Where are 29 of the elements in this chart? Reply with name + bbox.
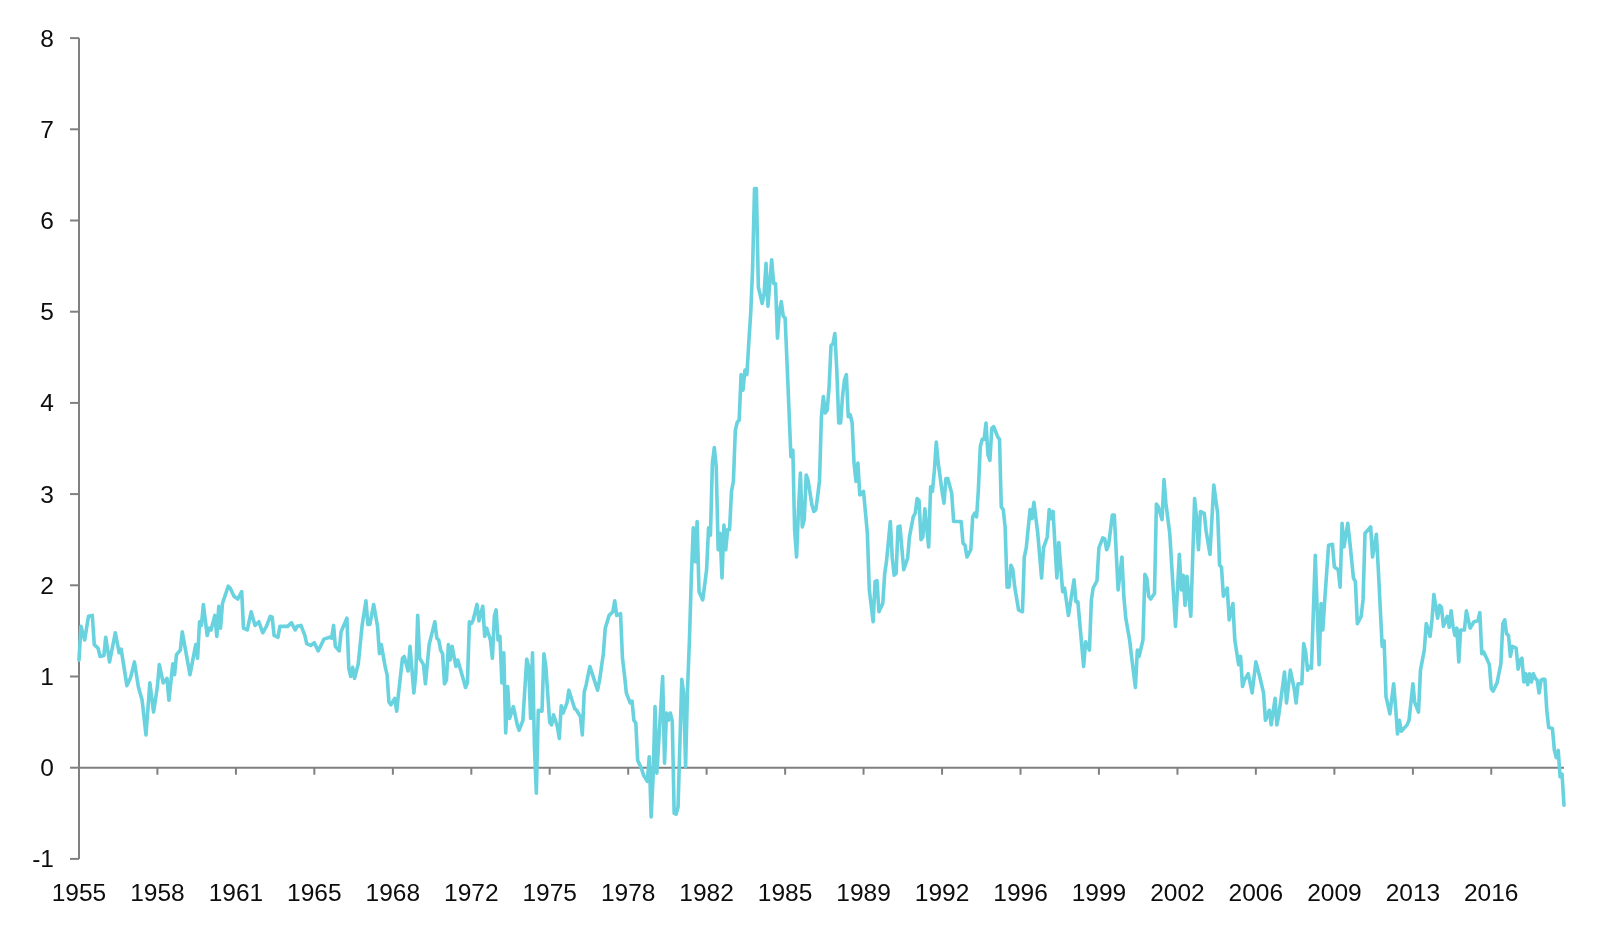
y-tick-label: -1	[32, 845, 54, 873]
x-tick-label: 1992	[914, 879, 970, 907]
x-tick-label: 1965	[287, 879, 342, 907]
x-tick-label: 1972	[444, 879, 499, 907]
y-tick-label: 6	[40, 207, 54, 235]
y-tick-label: 5	[40, 298, 54, 326]
x-tick-label: 2006	[1228, 879, 1284, 907]
x-tick-label: 1989	[836, 879, 891, 907]
y-tick-label: 3	[40, 480, 54, 508]
x-tick-label: 1982	[679, 879, 734, 907]
x-tick-label: 1958	[130, 879, 185, 907]
y-tick-label: 1	[40, 663, 54, 691]
x-tick-label: 2009	[1307, 879, 1362, 907]
x-tick-label: 1961	[208, 879, 264, 907]
x-tick-label: 1955	[51, 879, 107, 907]
x-tick-label: 1968	[365, 879, 421, 907]
x-tick-label: 1999	[1071, 879, 1127, 907]
y-tick-label: 0	[40, 754, 54, 782]
x-tick-label: 2013	[1385, 879, 1441, 907]
x-tick-label: 1975	[522, 879, 577, 907]
x-tick-label: 1978	[600, 879, 656, 907]
y-tick-label: 7	[40, 115, 54, 143]
y-tick-label: 2	[40, 571, 54, 599]
y-tick-label: 8	[40, 24, 54, 52]
x-tick-label: 1985	[757, 879, 813, 907]
y-tick-label: 4	[40, 389, 54, 417]
x-tick-label: 1996	[993, 879, 1048, 907]
x-tick-label: 2016	[1464, 879, 1519, 907]
x-tick-label: 2002	[1150, 879, 1205, 907]
